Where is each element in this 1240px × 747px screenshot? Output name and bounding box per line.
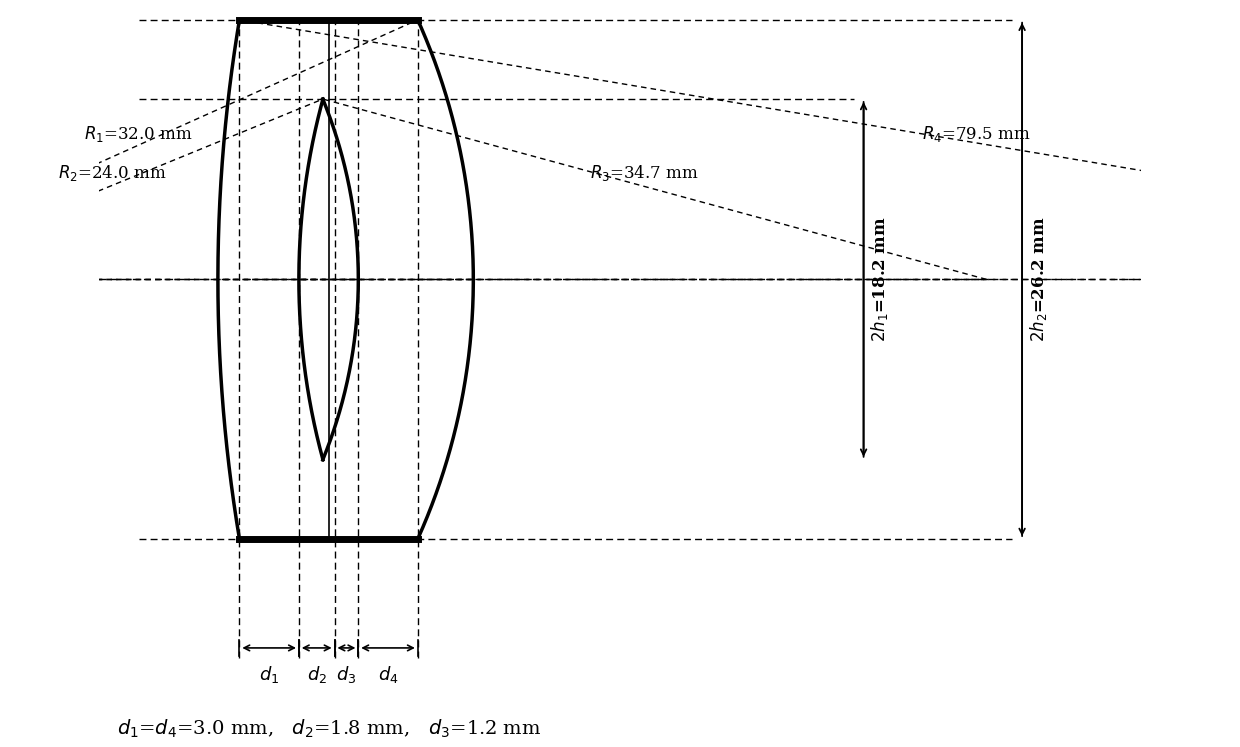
Text: $d_4$: $d_4$ (378, 664, 398, 685)
Text: $R_1$=32.0 mm: $R_1$=32.0 mm (84, 124, 193, 143)
Text: $d_3$: $d_3$ (336, 664, 357, 685)
Text: $2h_2$=26.2 mm: $2h_2$=26.2 mm (1028, 217, 1049, 342)
Text: $R_2$=24.0 mm: $R_2$=24.0 mm (58, 164, 167, 183)
Text: $d_1$=$d_4$=3.0 mm,   $d_2$=1.8 mm,   $d_3$=1.2 mm: $d_1$=$d_4$=3.0 mm, $d_2$=1.8 mm, $d_3$=… (117, 717, 541, 740)
Text: $d_1$: $d_1$ (259, 664, 279, 685)
Text: $d_2$: $d_2$ (306, 664, 327, 685)
Text: $R_3$=34.7 mm: $R_3$=34.7 mm (590, 164, 699, 183)
Text: $2h_1$=18.2 mm: $2h_1$=18.2 mm (869, 217, 890, 342)
Text: $R_4$=79.5 mm: $R_4$=79.5 mm (923, 124, 1030, 143)
